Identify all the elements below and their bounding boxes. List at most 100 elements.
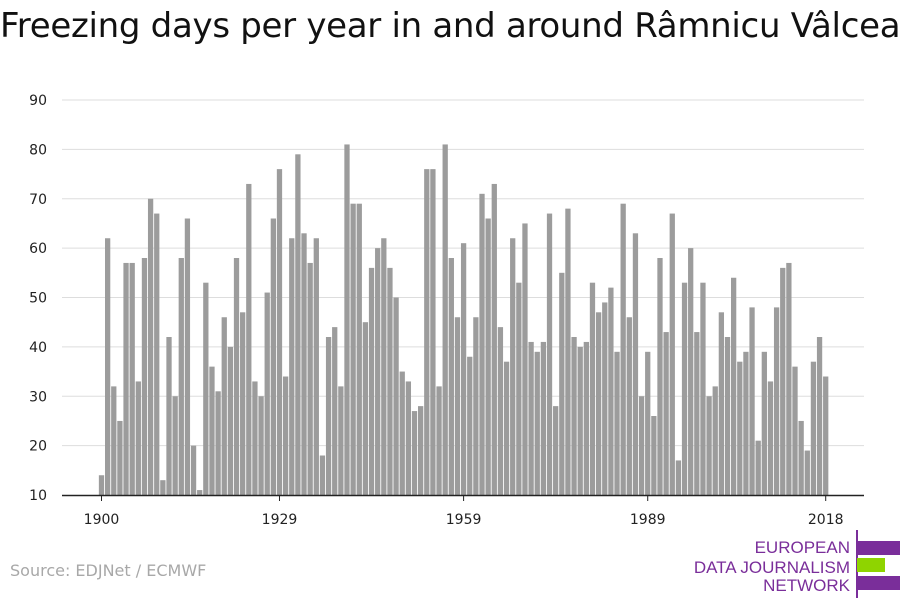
- bar-1915: [190, 445, 197, 496]
- bar-1921: [227, 346, 234, 496]
- bar-1985: [620, 203, 626, 495]
- bar-1941: [350, 203, 356, 495]
- bar-1959: [460, 243, 467, 495]
- bar-1963: [485, 218, 491, 495]
- bar-1956: [442, 144, 448, 495]
- bar-1978: [577, 346, 583, 496]
- bar-1983: [608, 287, 614, 496]
- bar-1951: [411, 411, 418, 495]
- logo-divider: [856, 530, 858, 598]
- bar-1939: [338, 386, 344, 496]
- bar-1936: [319, 455, 326, 495]
- bar-1958: [454, 317, 461, 495]
- bar-1964: [491, 183, 497, 495]
- logo-line-data-journalism: DATA JOURNALISM: [693, 558, 850, 577]
- bar-1987: [632, 233, 639, 495]
- y-tick-label-30: 30: [29, 389, 47, 405]
- bar-1966: [503, 361, 510, 495]
- x-tick-label-1929: 1929: [262, 512, 298, 528]
- bar-2015: [804, 450, 810, 495]
- bar-2006: [749, 307, 755, 496]
- x-tick-label-1989: 1989: [630, 512, 666, 528]
- y-tick-label-60: 60: [29, 241, 47, 257]
- bar-1908: [147, 198, 154, 495]
- bar-2016: [810, 361, 817, 495]
- bar-1973: [546, 213, 553, 495]
- bar-1945: [375, 248, 381, 496]
- bar-1914: [184, 218, 191, 495]
- bar-1940: [344, 144, 350, 495]
- bar-1961: [473, 317, 479, 495]
- bar-1988: [638, 396, 645, 495]
- bar-1984: [614, 351, 620, 495]
- x-axis: [62, 494, 864, 501]
- bar-1929: [276, 169, 283, 496]
- bar-1933: [301, 233, 307, 495]
- bar-2017: [816, 337, 823, 495]
- bar-1944: [368, 267, 375, 496]
- bar-1975: [559, 272, 565, 495]
- bar-1926: [258, 396, 264, 495]
- y-tick-label-50: 50: [29, 291, 47, 307]
- bars: [98, 144, 829, 496]
- bar-2001: [718, 312, 725, 495]
- bar-1931: [289, 238, 295, 495]
- bar-1967: [510, 238, 516, 495]
- bar-1928: [270, 218, 276, 495]
- bar-1992: [663, 332, 669, 495]
- bar-1953: [424, 169, 430, 496]
- bar-1905: [129, 262, 135, 495]
- bar-1947: [387, 267, 393, 496]
- bar-1927: [264, 292, 270, 495]
- bar-1900: [98, 475, 105, 495]
- bar-2004: [737, 361, 743, 495]
- bar-2009: [767, 381, 774, 495]
- bar-1980: [589, 282, 596, 495]
- bar-2012: [786, 262, 792, 495]
- logo-bar-top: [857, 541, 900, 555]
- bar-2014: [798, 420, 804, 495]
- bar-2008: [761, 351, 767, 495]
- y-axis-tick-labels: 10 20 30 40 50 60 70 80 90: [29, 93, 47, 504]
- bar-1990: [651, 416, 657, 495]
- bar-1935: [313, 238, 319, 495]
- bar-1974: [553, 406, 559, 496]
- bar-1906: [135, 381, 141, 495]
- bar-1910: [160, 480, 166, 495]
- y-tick-label-40: 40: [29, 340, 47, 356]
- x-tick-label-1900: 1900: [84, 512, 120, 528]
- bar-1979: [583, 341, 589, 495]
- chart-title: Freezing days per year in and around Râm…: [0, 6, 900, 46]
- logo-bar-bottom: [857, 576, 900, 590]
- bar-1972: [540, 341, 547, 495]
- bar-2003: [731, 277, 737, 495]
- bar-1989: [645, 351, 651, 495]
- bar-1957: [448, 258, 454, 495]
- bar-1924: [246, 183, 252, 495]
- bar-1902: [111, 386, 117, 496]
- bar-2005: [743, 351, 749, 495]
- bar-1911: [166, 337, 172, 495]
- logo-line-network: NETWORK: [763, 576, 850, 595]
- bar-1916: [197, 490, 203, 495]
- y-tick-label-70: 70: [29, 192, 47, 208]
- bar-1960: [467, 356, 473, 495]
- bar-1969: [522, 223, 528, 495]
- bar-1903: [117, 420, 123, 495]
- bar-1930: [282, 376, 289, 495]
- x-tick-label-1959: 1959: [446, 512, 482, 528]
- bar-1995: [681, 282, 688, 495]
- bar-2010: [773, 307, 780, 496]
- bar-1912: [172, 396, 178, 495]
- bar-1976: [565, 208, 571, 496]
- bar-1998: [700, 282, 706, 495]
- bar-1907: [141, 258, 148, 495]
- bar-1938: [332, 327, 338, 496]
- edjnet-logo[interactable]: EUROPEAN DATA JOURNALISM NETWORK: [694, 530, 900, 598]
- bar-2018: [823, 376, 829, 495]
- bar-2000: [712, 386, 718, 496]
- y-tick-label-10: 10: [29, 488, 47, 504]
- bar-1994: [675, 460, 682, 495]
- bar-1952: [418, 406, 424, 496]
- bar-1999: [706, 396, 712, 495]
